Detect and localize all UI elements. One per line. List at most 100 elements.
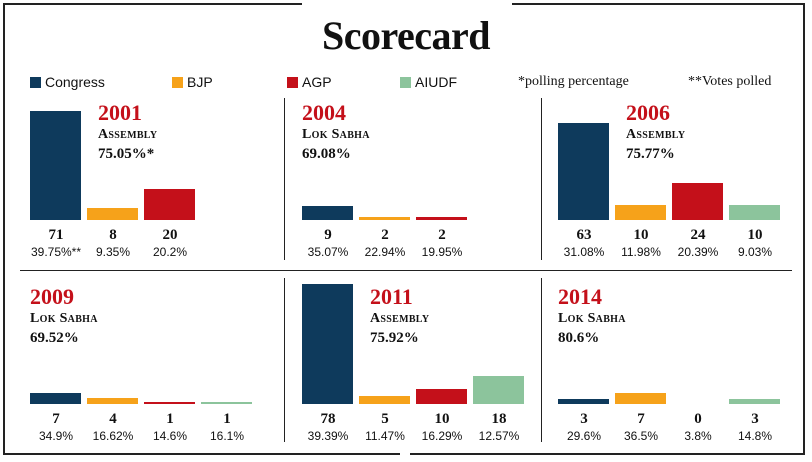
vote-share-2006-agp: 20.39% [677,245,719,259]
bar-2009-bjp [87,398,138,404]
panel-year-2004: 2004 [302,100,346,125]
panel-polling-2006: 75.77% [626,146,675,162]
separator-top-right [541,98,542,260]
panel-polling-2014: 80.6% [558,330,600,346]
bar-2006-bjp [615,205,666,220]
seat-label-2009-aiudf: 1 [223,411,231,427]
title-mask [302,0,512,60]
seat-label-2014-aiudf: 3 [751,411,759,427]
legend-aiudf-swatch [400,76,411,88]
vote-share-2004-congress: 35.07% [307,245,349,259]
separator-top-left [284,98,285,260]
legend-votes-note: **Votes polled [688,74,772,89]
legend-bjp-swatch [172,76,183,88]
panel-year-2014: 2014 [558,284,602,309]
bar-2009-agp [144,402,195,404]
bar-2001-agp [144,189,195,220]
bar-2014-congress [558,399,609,404]
seat-label-2001-agp: 20 [162,227,178,243]
panel-year-2001: 2001 [98,100,142,125]
vote-share-2009-congress: 34.9% [38,429,74,443]
legend-congress: Congress [30,74,105,90]
panel-election-2004: Lok Sabha [302,127,370,142]
bar-2014-aiudf [729,399,780,404]
bar-2011-aiudf [473,376,524,404]
panel-election-2006: Assembly [626,127,686,142]
seat-label-2011-aiudf: 18 [491,411,507,427]
panel-election-2009: Lok Sabha [30,311,98,326]
bar-2011-agp [416,389,467,404]
vote-share-2011-agp: 16.29% [421,429,463,443]
vote-share-2006-bjp: 11.98% [621,245,661,259]
vote-share-2006-congress: 31.08% [563,245,605,259]
panel-election-2011: Assembly [370,311,430,326]
legend-congress-swatch [30,76,41,88]
seat-label-2004-agp: 2 [438,227,446,243]
seat-label-2014-congress: 3 [580,411,588,427]
frame-gap [400,448,410,462]
seat-label-2006-aiudf: 10 [747,227,763,243]
seat-label-2014-bjp: 7 [637,411,645,427]
legend-aiudf: AIUDF [400,74,457,90]
seat-label-2006-agp: 24 [690,227,706,243]
panel-year-2011: 2011 [370,284,413,309]
vote-share-2006-aiudf: 9.03% [737,245,773,259]
seat-label-2009-congress: 7 [52,411,60,427]
seat-label-2004-congress: 9 [324,227,332,243]
panel-election-2014: Lok Sabha [558,311,626,326]
vote-share-2004-bjp: 22.94% [364,245,406,259]
separator-bottom-left [284,278,285,442]
vote-share-2001-bjp: 9.35% [95,245,131,259]
separator-bottom-right [541,278,542,442]
panel-polling-2001: 75.05%* [98,146,155,162]
vote-share-2014-aiudf: 14.8% [737,429,773,443]
legend-polling-note: *polling percentage [518,74,629,89]
seat-label-2011-bjp: 5 [381,411,389,427]
seat-label-2011-congress: 78 [320,411,336,427]
bar-2011-bjp [359,396,410,404]
bar-2011-congress [302,284,353,404]
panel-polling-2004: 69.08% [302,146,351,162]
bar-2004-agp [416,217,467,220]
bar-2001-congress [30,111,81,220]
vote-share-2009-bjp: 16.62% [92,429,134,443]
panel-year-2009: 2009 [30,284,74,309]
legend-aiudf-label: AIUDF [415,74,457,90]
seat-label-2001-bjp: 8 [109,227,117,243]
seat-label-2004-bjp: 2 [381,227,389,243]
seat-label-2006-congress: 63 [576,227,592,243]
vote-share-2011-aiudf: 12.57% [478,429,520,443]
vote-share-2009-agp: 14.6% [152,429,188,443]
panel-polling-2009: 69.52% [30,330,79,346]
seat-label-2009-agp: 1 [166,411,174,427]
panel-polling-2011: 75.92% [370,330,419,346]
panel-year-2006: 2006 [626,100,670,125]
bar-2004-congress [302,206,353,220]
legend-agp-label: AGP [302,74,332,90]
vote-share-2004-agp: 19.95% [421,245,463,259]
legend-agp-swatch [287,76,298,88]
bar-2004-bjp [359,217,410,220]
bar-2009-aiudf [201,402,252,404]
separator-horizontal [20,270,792,271]
panel-election-2001: Assembly [98,127,158,142]
vote-share-2014-agp: 3.8% [684,429,712,443]
legend-bjp-label: BJP [187,74,213,90]
seat-label-2009-bjp: 4 [109,411,117,427]
legend-bjp: BJP [172,74,213,90]
vote-share-2011-bjp: 11.47% [365,429,405,443]
chart-title: Scorecard [321,13,491,58]
vote-share-2001-agp: 20.2% [152,245,188,259]
vote-share-2014-bjp: 36.5% [623,429,659,443]
bar-2001-bjp [87,208,138,220]
seat-label-2001-congress: 71 [48,227,64,243]
bar-2009-congress [30,393,81,404]
legend-agp: AGP [287,74,332,90]
vote-share-2011-congress: 39.39% [307,429,349,443]
seat-label-2006-bjp: 10 [633,227,649,243]
seat-label-2011-agp: 10 [434,411,450,427]
vote-share-2009-aiudf: 16.1% [209,429,245,443]
vote-share-2001-congress: 39.75%** [30,245,82,259]
bar-2006-congress [558,123,609,220]
bar-2014-bjp [615,393,666,404]
